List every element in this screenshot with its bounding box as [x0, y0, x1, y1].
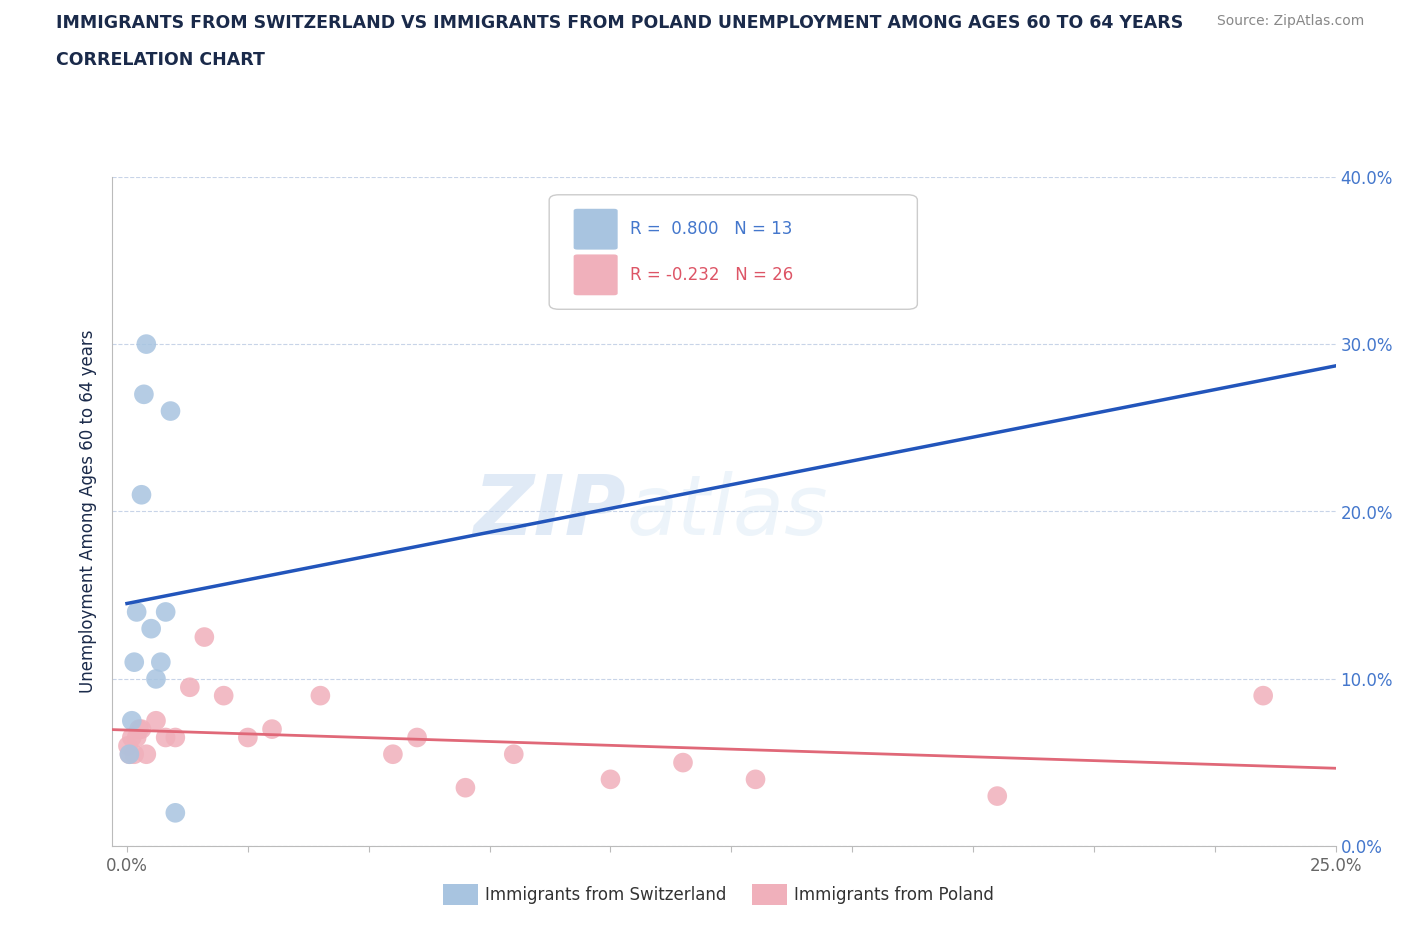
Point [121, 713, 143, 728]
Point [125, 604, 148, 619]
Point [131, 722, 153, 737]
Point [986, 789, 1008, 804]
Text: atlas: atlas [626, 471, 828, 552]
Text: Immigrants from Switzerland: Immigrants from Switzerland [485, 885, 727, 904]
Text: CORRELATION CHART: CORRELATION CHART [56, 51, 266, 69]
Point [128, 722, 150, 737]
FancyBboxPatch shape [574, 208, 617, 249]
Text: Source: ZipAtlas.com: Source: ZipAtlas.com [1216, 14, 1364, 28]
Point [744, 772, 766, 787]
Point [125, 730, 148, 745]
Point [260, 722, 283, 737]
Point [145, 713, 167, 728]
Point [406, 730, 429, 745]
Y-axis label: Unemployment Among Ages 60 to 64 years: Unemployment Among Ages 60 to 64 years [79, 330, 97, 693]
Text: R = -0.232   N = 26: R = -0.232 N = 26 [630, 266, 793, 284]
Point [121, 730, 143, 745]
Point [236, 730, 259, 745]
Point [145, 671, 167, 686]
Point [135, 337, 157, 352]
Point [309, 688, 332, 703]
Point [135, 747, 157, 762]
Point [122, 655, 145, 670]
Point [381, 747, 404, 762]
Point [599, 772, 621, 787]
Text: Immigrants from Poland: Immigrants from Poland [794, 885, 994, 904]
Point [502, 747, 524, 762]
Point [141, 621, 163, 636]
Point [193, 630, 215, 644]
Point [179, 680, 201, 695]
Point [118, 747, 141, 762]
Point [117, 738, 139, 753]
FancyBboxPatch shape [550, 194, 917, 310]
Point [212, 688, 235, 703]
Text: IMMIGRANTS FROM SWITZERLAND VS IMMIGRANTS FROM POLAND UNEMPLOYMENT AMONG AGES 60: IMMIGRANTS FROM SWITZERLAND VS IMMIGRANT… [56, 14, 1184, 32]
FancyBboxPatch shape [574, 255, 617, 296]
Point [155, 730, 177, 745]
Point [131, 487, 153, 502]
Point [149, 655, 172, 670]
Point [132, 387, 155, 402]
Point [1251, 688, 1274, 703]
Point [118, 747, 141, 762]
Text: ZIP: ZIP [474, 471, 626, 552]
Point [454, 780, 477, 795]
Point [122, 747, 145, 762]
Point [672, 755, 695, 770]
Point [165, 730, 187, 745]
Text: R =  0.800   N = 13: R = 0.800 N = 13 [630, 220, 792, 238]
Point [155, 604, 177, 619]
Point [159, 404, 181, 418]
Point [165, 805, 187, 820]
